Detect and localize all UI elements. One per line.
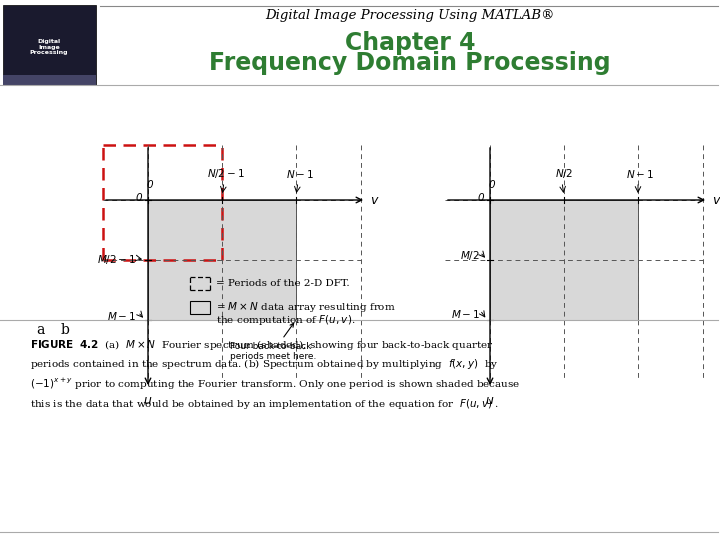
Text: $\mathbf{FIGURE\ \ 4.2}$  (a)  $M \times N$  Fourier spectrum (shaded), showing : $\mathbf{FIGURE\ \ 4.2}$ (a) $M \times N… [30, 338, 521, 410]
Text: $v$: $v$ [712, 193, 720, 206]
Bar [3, 75, 96, 85]
Bar [148, 200, 296, 320]
Text: b: b [60, 323, 69, 337]
Text: Chapter 4: Chapter 4 [345, 31, 475, 55]
Bar [190, 301, 210, 314]
Text: Digital
Image
Processing: Digital Image Processing [30, 39, 68, 55]
Text: a: a [36, 323, 44, 337]
Text: $N/2$: $N/2$ [555, 167, 573, 180]
Text: = Periods of the 2-D DFT.: = Periods of the 2-D DFT. [216, 279, 350, 288]
Text: the computation of $F(u, v)$.: the computation of $F(u, v)$. [216, 313, 356, 327]
Text: 0: 0 [135, 193, 142, 203]
Text: 0: 0 [489, 180, 495, 190]
Text: Four back-to-back
periods meet here.: Four back-to-back periods meet here. [230, 323, 316, 361]
Text: $N-1$: $N-1$ [626, 168, 654, 180]
Text: $M/2-1$: $M/2-1$ [97, 253, 136, 267]
Text: $u$: $u$ [485, 394, 495, 407]
Text: $u$: $u$ [143, 394, 153, 407]
Bar [3, 5, 96, 85]
Text: $M-1$: $M-1$ [107, 310, 136, 322]
Text: $M/2$: $M/2$ [460, 249, 480, 262]
Bar [490, 200, 638, 320]
Text: $M-1$: $M-1$ [451, 308, 480, 320]
Text: = $M \times N$ data array resulting from: = $M \times N$ data array resulting from [216, 300, 396, 314]
Text: Frequency Domain Processing: Frequency Domain Processing [210, 51, 611, 75]
Text: $N/2-1$: $N/2-1$ [207, 167, 245, 180]
Text: $v$: $v$ [370, 193, 379, 206]
Text: 0: 0 [147, 180, 153, 190]
Text: Digital Image Processing Using MATLAB®: Digital Image Processing Using MATLAB® [265, 9, 554, 22]
Text: 0: 0 [477, 193, 484, 203]
Text: $N-1$: $N-1$ [286, 168, 314, 180]
